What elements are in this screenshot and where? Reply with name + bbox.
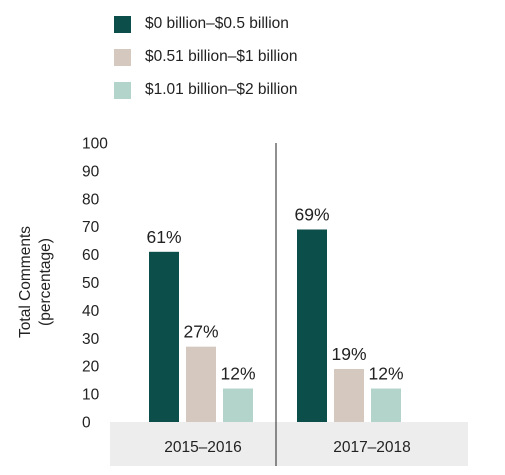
- y-tick-label: 10: [82, 387, 100, 404]
- y-tick-label: 100: [82, 136, 108, 153]
- legend-item: $1.01 billion–$2 billion: [114, 80, 298, 100]
- legend-label: $0.51 billion–$1 billion: [145, 48, 298, 65]
- y-tick-label: 60: [82, 247, 100, 264]
- data-label: 27%: [183, 322, 218, 342]
- legend-label: $0 billion–$0.5 billion: [145, 15, 289, 32]
- legend-swatch: [114, 81, 131, 99]
- bar: [149, 251, 179, 422]
- legend-item: $0.51 billion–$1 billion: [114, 47, 298, 67]
- data-label: 19%: [331, 344, 366, 364]
- bar: [334, 368, 364, 422]
- y-tick-label: 50: [82, 275, 100, 292]
- bar: [297, 229, 327, 422]
- category-label: 2017–2018: [333, 439, 411, 456]
- legend-swatch: [114, 48, 131, 66]
- y-axis-label-line1: Total Comments: [17, 226, 34, 338]
- category-label: 2015–2016: [164, 439, 242, 456]
- bar: [371, 388, 401, 422]
- legend: $0 billion–$0.5 billion $0.51 billion–$1…: [114, 14, 298, 113]
- y-tick-label: 30: [82, 331, 100, 348]
- y-tick-label: 90: [82, 163, 100, 180]
- y-tick-label: 80: [82, 191, 100, 208]
- y-axis-label: Total Comments (percentage): [17, 226, 54, 338]
- data-label: 69%: [294, 204, 329, 224]
- y-tick-label: 20: [82, 359, 100, 376]
- y-tick-label: 40: [82, 303, 100, 320]
- bar: [223, 388, 253, 422]
- legend-swatch: [114, 15, 131, 33]
- legend-label: $1.01 billion–$2 billion: [145, 81, 298, 98]
- data-label: 12%: [368, 364, 403, 384]
- legend-item: $0 billion–$0.5 billion: [114, 14, 298, 34]
- y-tick-label: 0: [82, 415, 91, 432]
- y-tick-label: 70: [82, 219, 100, 236]
- y-axis-label-line2: (percentage): [37, 238, 54, 326]
- category-band: [110, 422, 468, 466]
- data-label: 12%: [220, 364, 255, 384]
- bar: [186, 346, 216, 422]
- data-label: 61%: [146, 227, 181, 247]
